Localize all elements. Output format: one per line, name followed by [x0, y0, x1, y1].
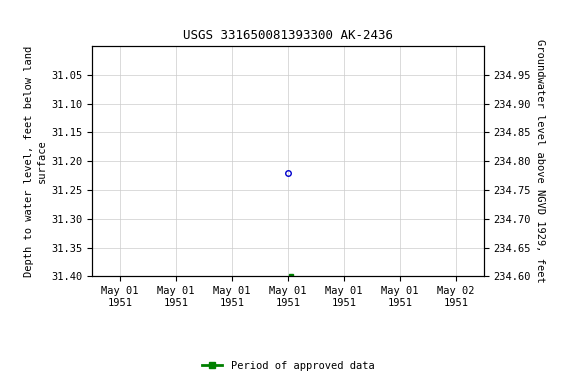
Legend: Period of approved data: Period of approved data	[198, 357, 378, 375]
Y-axis label: Depth to water level, feet below land
surface: Depth to water level, feet below land su…	[24, 46, 47, 277]
Title: USGS 331650081393300 AK-2436: USGS 331650081393300 AK-2436	[183, 29, 393, 42]
Y-axis label: Groundwater level above NGVD 1929, feet: Groundwater level above NGVD 1929, feet	[535, 40, 545, 283]
